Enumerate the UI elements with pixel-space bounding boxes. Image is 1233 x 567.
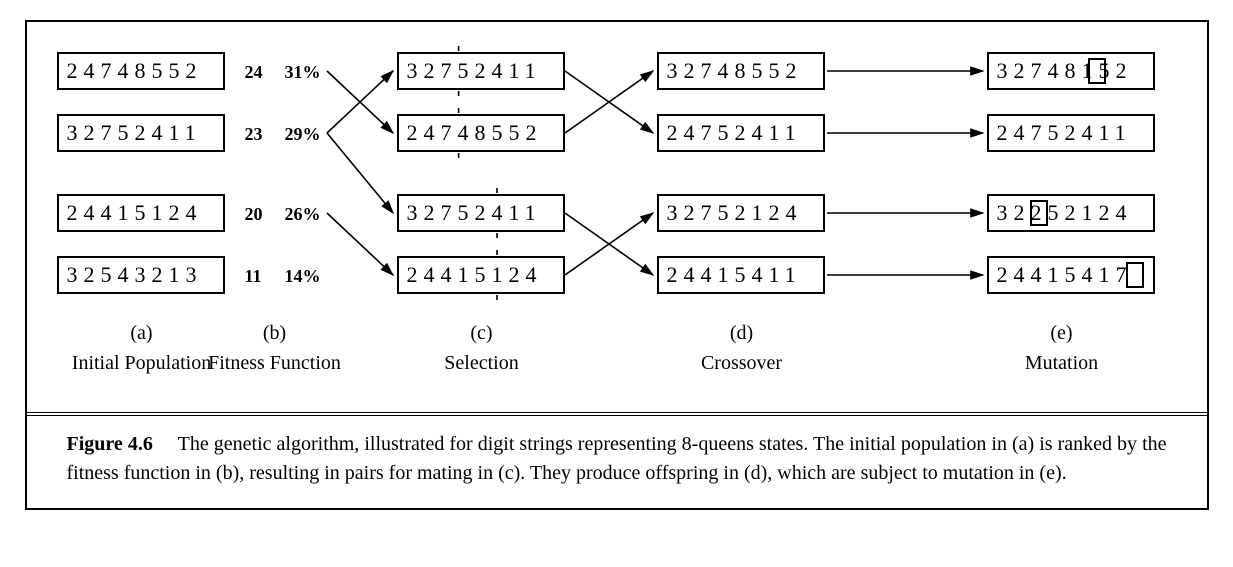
figure-caption-text: The genetic algorithm, illustrated for d… xyxy=(67,433,1167,484)
chromosome-d-3: 24415411 xyxy=(657,256,825,294)
chromosome-d-0: 32748552 xyxy=(657,52,825,90)
mutation-highlight-3 xyxy=(1126,262,1144,288)
figure-label: Figure 4.6 xyxy=(67,433,153,455)
column-letter-e: (e) xyxy=(962,322,1162,345)
fitness-score-2: 20 xyxy=(245,204,263,225)
fitness-percent-0: 31% xyxy=(285,62,321,83)
chromosome-d-2: 32752124 xyxy=(657,194,825,232)
genetic-algorithm-diagram: 24748552 24 31% 32752411 23 29% 24415124 20 26% 3… xyxy=(27,22,1207,412)
column-letter-c: (c) xyxy=(382,322,582,345)
chromosome-e-1: 24752411 xyxy=(987,114,1155,152)
column-label-e: Mutation xyxy=(952,352,1172,375)
chromosome-c-0: 32752411 xyxy=(397,52,565,90)
column-label-b: Fitness Function xyxy=(165,352,385,375)
chromosome-a-0: 24748552 xyxy=(57,52,225,90)
figure-caption: Figure 4.6 The genetic algorithm, illust… xyxy=(27,416,1207,508)
column-letter-d: (d) xyxy=(642,322,842,345)
column-label-c: Selection xyxy=(372,352,592,375)
column-label-d: Crossover xyxy=(632,352,852,375)
fitness-percent-3: 14% xyxy=(285,266,321,287)
mutation-highlight-0 xyxy=(1088,58,1106,84)
chromosome-e-0: 32748152 xyxy=(987,52,1155,90)
chromosome-a-1: 32752411 xyxy=(57,114,225,152)
fitness-percent-2: 26% xyxy=(285,204,321,225)
fitness-score-3: 11 xyxy=(245,266,262,287)
fitness-score-0: 24 xyxy=(245,62,263,83)
chromosome-c-3: 24415124 xyxy=(397,256,565,294)
chromosome-c-2: 32752411 xyxy=(397,194,565,232)
fitness-score-1: 23 xyxy=(245,124,263,145)
figure-container: 24748552 24 31% 32752411 23 29% 24415124 20 26% 3… xyxy=(25,20,1209,510)
chromosome-e-2: 32252124 xyxy=(987,194,1155,232)
chromosome-a-3: 32543213 xyxy=(57,256,225,294)
column-letter-b: (b) xyxy=(175,322,375,345)
chromosome-c-1: 24748552 xyxy=(397,114,565,152)
mutation-highlight-2 xyxy=(1030,200,1048,226)
chromosome-d-1: 24752411 xyxy=(657,114,825,152)
chromosome-a-2: 24415124 xyxy=(57,194,225,232)
fitness-percent-1: 29% xyxy=(285,124,321,145)
